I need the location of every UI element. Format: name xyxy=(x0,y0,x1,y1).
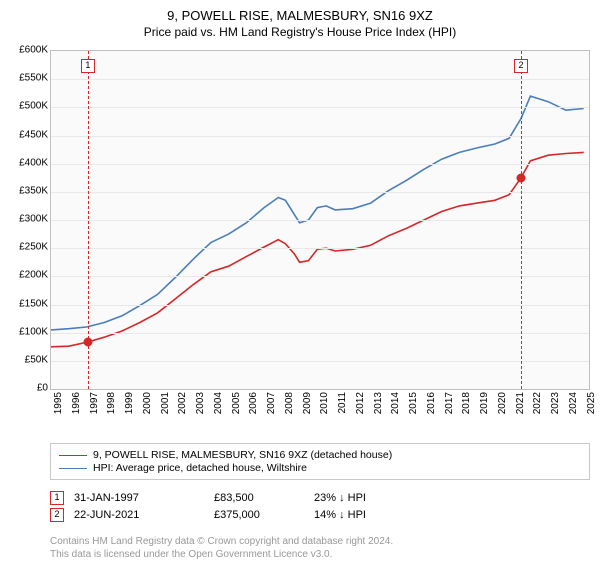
plot-area: 12 xyxy=(50,50,590,390)
y-axis-label: £350K xyxy=(19,185,48,196)
y-axis-label: £500K xyxy=(19,101,48,112)
y-axis-label: £450K xyxy=(19,129,48,140)
x-axis-label: 2018 xyxy=(461,392,472,414)
x-axis-label: 2022 xyxy=(532,392,543,414)
legend-box: 9, POWELL RISE, MALMESBURY, SN16 9XZ (de… xyxy=(50,443,590,480)
y-axis-label: £100K xyxy=(19,326,48,337)
x-axis-label: 2025 xyxy=(586,392,597,414)
x-axis-label: 2013 xyxy=(373,392,384,414)
footer-attribution: Contains HM Land Registry data © Crown c… xyxy=(50,536,393,561)
x-axis-label: 2011 xyxy=(337,392,348,414)
chart-subtitle: Price paid vs. HM Land Registry's House … xyxy=(0,25,600,39)
y-axis-label: £200K xyxy=(19,270,48,281)
series-line-hpi xyxy=(51,96,584,330)
x-axis-label: 2003 xyxy=(195,392,206,414)
chart-title: 9, POWELL RISE, MALMESBURY, SN16 9XZ xyxy=(0,8,600,23)
sale-row-marker: 2 xyxy=(50,508,64,522)
legend-swatch-2 xyxy=(59,468,87,469)
x-axis-label: 2010 xyxy=(319,392,330,414)
gridline xyxy=(51,192,589,193)
x-axis-label: 2020 xyxy=(497,392,508,414)
y-axis-label: £550K xyxy=(19,73,48,84)
y-axis-label: £250K xyxy=(19,242,48,253)
x-axis-label: 2012 xyxy=(355,392,366,414)
sale-marker: 2 xyxy=(514,59,528,73)
sale-delta-vs-hpi: 23% ↓ HPI xyxy=(314,492,414,504)
legend-label-2: HPI: Average price, detached house, Wilt… xyxy=(93,462,307,474)
y-axis-label: £150K xyxy=(19,298,48,309)
sale-point-icon xyxy=(83,337,92,346)
gridline xyxy=(51,164,589,165)
x-axis-label: 2006 xyxy=(248,392,259,414)
gridline xyxy=(51,333,589,334)
x-axis-label: 2008 xyxy=(284,392,295,414)
x-axis-label: 1996 xyxy=(71,392,82,414)
sale-marker: 1 xyxy=(81,59,95,73)
x-axis-label: 2017 xyxy=(444,392,455,414)
gridline xyxy=(51,248,589,249)
x-axis-label: 1999 xyxy=(124,392,135,414)
x-axis-label: 2002 xyxy=(177,392,188,414)
gridline xyxy=(51,79,589,80)
sale-row: 2 22-JUN-2021 £375,000 14% ↓ HPI xyxy=(50,508,590,522)
chart-wrap: 12 £0£50K£100K£150K£200K£250K£300K£350K£… xyxy=(0,50,600,428)
gridline xyxy=(51,361,589,362)
sale-point-icon xyxy=(516,173,525,182)
sale-delta-vs-hpi: 14% ↓ HPI xyxy=(314,509,414,521)
footer-line-1: Contains HM Land Registry data © Crown c… xyxy=(50,536,393,549)
x-axis-label: 1997 xyxy=(89,392,100,414)
sale-vline xyxy=(521,51,522,389)
x-axis-label: 2019 xyxy=(479,392,490,414)
sale-date: 22-JUN-2021 xyxy=(74,509,204,521)
x-axis-label: 2007 xyxy=(266,392,277,414)
gridline xyxy=(51,276,589,277)
y-axis-label: £50K xyxy=(25,354,48,365)
sale-date: 31-JAN-1997 xyxy=(74,492,204,504)
x-axis-label: 2000 xyxy=(142,392,153,414)
x-axis-label: 2021 xyxy=(515,392,526,414)
y-axis-label: £600K xyxy=(19,45,48,56)
legend-label-1: 9, POWELL RISE, MALMESBURY, SN16 9XZ (de… xyxy=(93,449,392,461)
sale-price: £375,000 xyxy=(214,509,304,521)
x-axis-label: 2004 xyxy=(213,392,224,414)
y-axis-label: £0 xyxy=(37,383,48,394)
x-axis-label: 2009 xyxy=(302,392,313,414)
series-line-price_paid xyxy=(51,152,584,346)
x-axis-label: 2014 xyxy=(390,392,401,414)
x-axis-label: 2015 xyxy=(408,392,419,414)
gridline xyxy=(51,220,589,221)
y-axis-label: £400K xyxy=(19,157,48,168)
x-axis-label: 2023 xyxy=(550,392,561,414)
y-axis-label: £300K xyxy=(19,214,48,225)
sale-price: £83,500 xyxy=(214,492,304,504)
legend-swatch-1 xyxy=(59,455,87,456)
gridline xyxy=(51,107,589,108)
sale-rows: 1 31-JAN-1997 £83,500 23% ↓ HPI 2 22-JUN-2021… xyxy=(50,488,590,525)
gridline xyxy=(51,305,589,306)
x-axis-label: 2016 xyxy=(426,392,437,414)
x-axis-label: 1998 xyxy=(106,392,117,414)
sale-row: 1 31-JAN-1997 £83,500 23% ↓ HPI xyxy=(50,491,590,505)
legend-row: HPI: Average price, detached house, Wilt… xyxy=(59,462,581,474)
x-axis-label: 2001 xyxy=(160,392,171,414)
x-axis-label: 2005 xyxy=(231,392,242,414)
x-axis-label: 2024 xyxy=(568,392,579,414)
footer-line-2: This data is licensed under the Open Gov… xyxy=(50,549,393,562)
sale-row-marker: 1 xyxy=(50,491,64,505)
x-axis-label: 1995 xyxy=(53,392,64,414)
gridline xyxy=(51,136,589,137)
chart-container: 9, POWELL RISE, MALMESBURY, SN16 9XZ Pri… xyxy=(0,8,600,568)
legend-row: 9, POWELL RISE, MALMESBURY, SN16 9XZ (de… xyxy=(59,449,581,461)
